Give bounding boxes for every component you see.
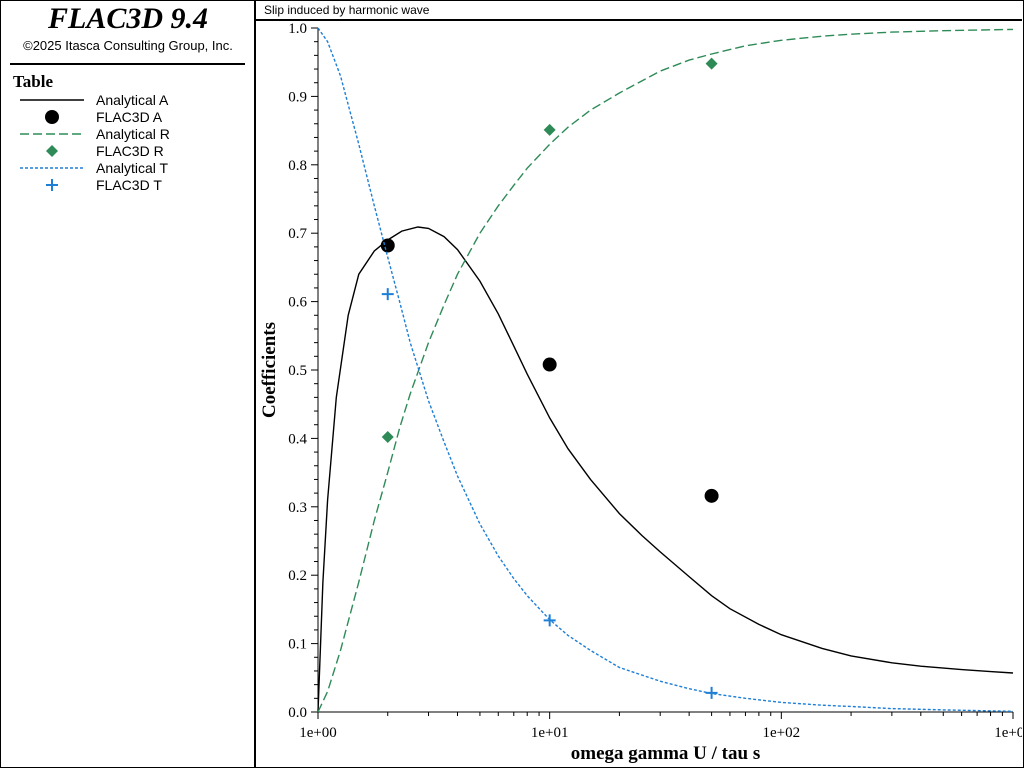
y-tick-label: 0.6 bbox=[288, 295, 307, 311]
legend-item-analytical-t: Analytical T bbox=[20, 160, 169, 176]
legend-heading: Table bbox=[13, 72, 54, 91]
x-tick-label: 1e+03 bbox=[994, 725, 1022, 741]
y-tick-label: 0.8 bbox=[288, 158, 307, 174]
series-flac3d-t bbox=[381, 288, 718, 699]
x-tick-label: 1e+02 bbox=[763, 725, 801, 741]
y-axis-label: Coefficients bbox=[259, 322, 280, 418]
copyright-text: ©2025 Itasca Consulting Group, Inc. bbox=[23, 38, 233, 53]
y-tick-label: 1.0 bbox=[288, 21, 307, 37]
series-analytical-t bbox=[317, 27, 1014, 712]
legend-swatch-flac3d-a bbox=[45, 110, 59, 124]
y-tick-label: 0.3 bbox=[288, 500, 307, 516]
y-tick-label: 0.7 bbox=[288, 226, 307, 242]
legend-label-flac3d-a: FLAC3D A bbox=[96, 109, 163, 125]
x-axis-label: omega gamma U / tau s bbox=[571, 743, 760, 764]
legend-item-analytical-r: Analytical R bbox=[20, 126, 170, 142]
y-tick-label: 0.1 bbox=[288, 637, 307, 653]
legend-item-flac3d-t: FLAC3D T bbox=[46, 177, 162, 193]
legend-item-flac3d-a: FLAC3D A bbox=[45, 109, 163, 125]
data-point-flac3d-r bbox=[543, 123, 556, 136]
legend-label-analytical-a: Analytical A bbox=[96, 92, 169, 108]
series-analytical-r bbox=[317, 28, 1014, 713]
axes: 0.0 0.1 0.2 0.3 0.4 0.5 0.6 0.7 0.8 0.9 1.0 1e+00 1e… bbox=[259, 21, 1022, 764]
legend-item-analytical-a: Analytical A bbox=[20, 92, 169, 108]
legend-label-analytical-t: Analytical T bbox=[96, 160, 169, 176]
legend-label-flac3d-r: FLAC3D R bbox=[96, 143, 164, 159]
plot-title-bar: Slip induced by harmonic wave bbox=[256, 0, 1022, 21]
data-point-flac3d-a bbox=[542, 357, 557, 372]
title-divider bbox=[10, 63, 245, 65]
plot-title: Slip induced by harmonic wave bbox=[264, 3, 430, 17]
series-line-analytical-a bbox=[317, 226, 1014, 713]
legend-label-flac3d-t: FLAC3D T bbox=[96, 177, 162, 193]
y-tick-label: 0.9 bbox=[288, 89, 307, 105]
data-point-flac3d-t bbox=[543, 614, 556, 627]
y-tick-label: 0.4 bbox=[288, 431, 307, 447]
series-flac3d-a bbox=[380, 238, 719, 503]
legend-swatch-flac3d-t bbox=[46, 179, 58, 191]
data-point-flac3d-r bbox=[381, 431, 394, 444]
y-tick-label: 0.5 bbox=[288, 363, 307, 379]
data-point-flac3d-r bbox=[705, 57, 718, 70]
chart-area: 0.0 0.1 0.2 0.3 0.4 0.5 0.6 0.7 0.8 0.9 1.0 1e+00 1e… bbox=[259, 21, 1022, 764]
app-title: FLAC3D 9.4 bbox=[47, 2, 209, 35]
series-analytical-a bbox=[317, 226, 1014, 713]
x-tick-label: 1e+01 bbox=[531, 725, 569, 741]
data-point-flac3d-t bbox=[381, 288, 394, 301]
y-tick-label: 0.2 bbox=[288, 568, 307, 584]
legend-item-flac3d-r: FLAC3D R bbox=[46, 143, 164, 159]
data-point-flac3d-a bbox=[704, 488, 719, 503]
series-flac3d-r bbox=[381, 57, 718, 444]
series-line-analytical-t bbox=[317, 27, 1014, 712]
data-point-flac3d-a bbox=[380, 238, 395, 253]
legend-swatch-flac3d-r bbox=[46, 145, 58, 157]
legend-panel: FLAC3D 9.4 ©2025 Itasca Consulting Group… bbox=[0, 0, 256, 768]
x-tick-label: 1e+00 bbox=[299, 725, 337, 741]
legend-label-analytical-r: Analytical R bbox=[96, 126, 170, 142]
series-line-analytical-r bbox=[317, 28, 1014, 713]
data-point-flac3d-t bbox=[705, 686, 718, 699]
y-tick-label: 0.0 bbox=[288, 705, 307, 721]
